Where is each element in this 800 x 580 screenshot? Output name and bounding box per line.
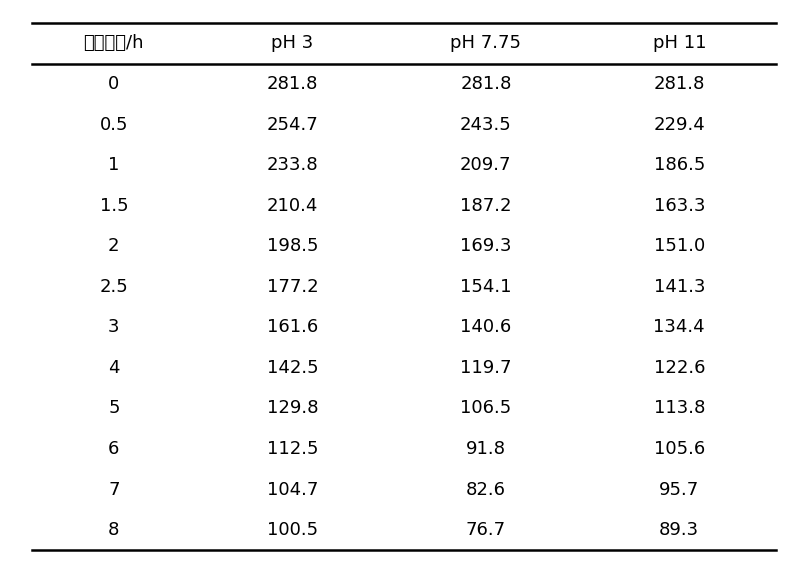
Text: 112.5: 112.5	[266, 440, 318, 458]
Text: 233.8: 233.8	[266, 156, 318, 174]
Text: 6: 6	[108, 440, 119, 458]
Text: 91.8: 91.8	[466, 440, 506, 458]
Text: 140.6: 140.6	[460, 318, 511, 336]
Text: 186.5: 186.5	[654, 156, 705, 174]
Text: 2.5: 2.5	[99, 278, 128, 296]
Text: 0.5: 0.5	[99, 115, 128, 133]
Text: 1.5: 1.5	[99, 197, 128, 215]
Text: 122.6: 122.6	[654, 359, 705, 377]
Text: 7: 7	[108, 481, 119, 499]
Text: 281.8: 281.8	[460, 75, 511, 93]
Text: 243.5: 243.5	[460, 115, 512, 133]
Text: 106.5: 106.5	[460, 400, 511, 418]
Text: 209.7: 209.7	[460, 156, 511, 174]
Text: 8: 8	[108, 521, 119, 539]
Text: 104.7: 104.7	[266, 481, 318, 499]
Text: 254.7: 254.7	[266, 115, 318, 133]
Text: pH 7.75: pH 7.75	[450, 34, 522, 52]
Text: 113.8: 113.8	[654, 400, 705, 418]
Text: 3: 3	[108, 318, 119, 336]
Text: 100.5: 100.5	[267, 521, 318, 539]
Text: 119.7: 119.7	[460, 359, 511, 377]
Text: 82.6: 82.6	[466, 481, 506, 499]
Text: 198.5: 198.5	[266, 237, 318, 255]
Text: 95.7: 95.7	[659, 481, 699, 499]
Text: 105.6: 105.6	[654, 440, 705, 458]
Text: 281.8: 281.8	[266, 75, 318, 93]
Text: 134.4: 134.4	[654, 318, 705, 336]
Text: 1: 1	[108, 156, 119, 174]
Text: 210.4: 210.4	[266, 197, 318, 215]
Text: 169.3: 169.3	[460, 237, 511, 255]
Text: 281.8: 281.8	[654, 75, 705, 93]
Text: 163.3: 163.3	[654, 197, 705, 215]
Text: 5: 5	[108, 400, 119, 418]
Text: 141.3: 141.3	[654, 278, 705, 296]
Text: 161.6: 161.6	[266, 318, 318, 336]
Text: 4: 4	[108, 359, 119, 377]
Text: 187.2: 187.2	[460, 197, 511, 215]
Text: pH 3: pH 3	[271, 34, 314, 52]
Text: pH 11: pH 11	[653, 34, 706, 52]
Text: 0: 0	[108, 75, 119, 93]
Text: 177.2: 177.2	[266, 278, 318, 296]
Text: 229.4: 229.4	[654, 115, 705, 133]
Text: 89.3: 89.3	[659, 521, 699, 539]
Text: 154.1: 154.1	[460, 278, 511, 296]
Text: 142.5: 142.5	[266, 359, 318, 377]
Text: 电解时间/h: 电解时间/h	[83, 34, 144, 52]
Text: 129.8: 129.8	[266, 400, 318, 418]
Text: 151.0: 151.0	[654, 237, 705, 255]
Text: 2: 2	[108, 237, 119, 255]
Text: 76.7: 76.7	[466, 521, 506, 539]
